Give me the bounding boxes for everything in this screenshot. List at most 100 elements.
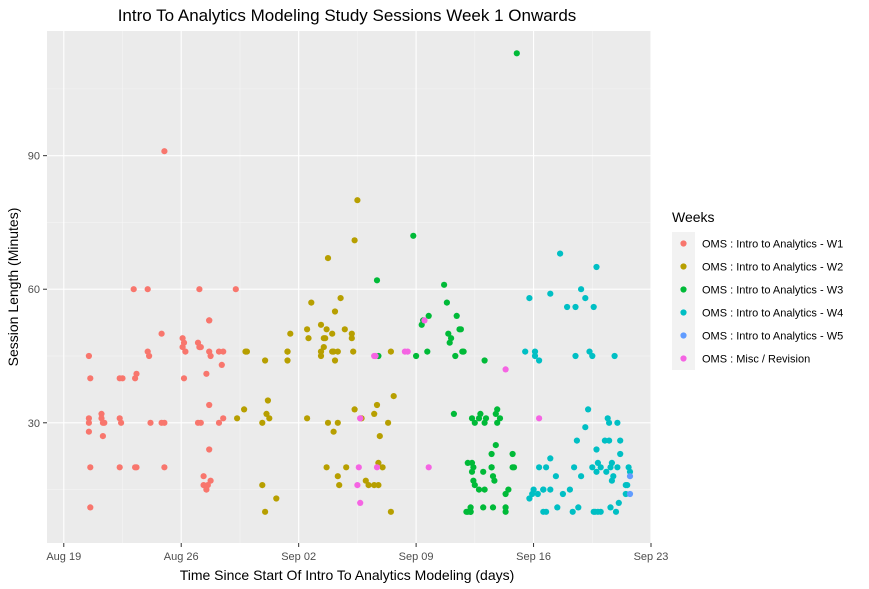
data-point [119,375,126,382]
data-point [573,437,581,444]
data-point [424,348,431,355]
data-point [425,312,432,319]
data-point [502,508,509,515]
data-point [147,419,154,426]
data-point [559,490,567,498]
data-point [379,464,386,471]
data-point [324,419,332,426]
x-tick-label: Sep 16 [516,551,551,563]
data-point [526,295,533,302]
data-point [220,415,227,422]
data-point [304,326,311,333]
data-point [617,437,624,444]
data-point [234,415,241,422]
data-point [589,464,596,471]
data-point [543,464,550,471]
data-point [467,504,474,511]
data-point [489,504,497,511]
data-point [373,401,381,409]
data-point [362,477,369,484]
data-point [557,250,564,257]
data-point [513,50,520,57]
data-point [259,482,266,489]
data-point [494,406,501,413]
data-point [304,415,311,422]
data-point [450,410,457,417]
data-point [593,446,600,453]
data-point [354,482,361,489]
data-point [355,464,362,471]
y-axis-title: Session Length (Minutes) [5,208,21,367]
data-point [614,464,621,471]
y-tick-label: 90 [28,151,40,163]
data-point [387,508,394,515]
data-point [536,464,543,471]
data-point [522,348,529,355]
data-point [101,419,108,426]
x-tick-label: Aug 19 [46,551,81,563]
data-point [197,344,204,351]
data-point [425,464,432,471]
data-point [457,326,464,333]
data-point [320,344,327,351]
data-point [410,232,417,239]
data-point [586,348,593,355]
y-tick-label: 30 [28,418,40,430]
data-point [348,335,355,342]
data-point [569,508,576,515]
data-point [85,352,92,360]
data-point [547,486,554,493]
data-point [480,468,487,475]
legend-label: OMS : Intro to Analytics - W1 [702,239,843,251]
data-point [496,415,504,422]
data-point [343,464,350,471]
y-tick-label: 60 [28,284,40,296]
data-point [443,299,450,306]
legend: Weeks OMS : Intro to Analytics - W1 OMS :… [672,209,843,370]
data-point [330,428,337,435]
data-point [441,281,448,288]
legend-key-point [680,332,687,339]
data-point [547,290,554,297]
grid-minor [47,31,651,543]
data-point [322,335,329,342]
data-point [445,330,452,337]
data-point [626,468,634,475]
data-point [365,482,372,489]
data-point [259,419,266,426]
data-point [317,352,325,360]
data-point [375,482,382,489]
data-point [590,303,597,311]
data-point [329,330,336,337]
data-point [491,477,498,484]
data-point [98,410,105,417]
data-point [305,335,312,342]
data-point [218,361,225,368]
data-point [146,352,153,360]
data-point [207,352,214,360]
legend-label: OMS : Intro to Analytics - W2 [702,262,843,274]
data-point [144,286,151,293]
data-point [118,419,125,426]
data-point [334,348,341,355]
data-point [220,348,227,355]
data-point [552,473,560,480]
x-tick-label: Aug 26 [164,551,199,563]
data-point [323,326,330,333]
data-point [87,464,94,471]
data-point [492,442,499,449]
data-point [547,455,554,462]
data-point [404,348,411,355]
data-points [85,50,634,515]
data-point [373,277,381,284]
data-point [180,339,188,346]
data-point [331,308,339,315]
data-point [494,419,501,426]
data-point [348,330,355,337]
data-point [564,303,571,311]
data-point [589,352,596,360]
data-point [526,495,533,502]
data-point [536,415,543,422]
data-point [534,490,541,498]
data-point [197,419,204,426]
